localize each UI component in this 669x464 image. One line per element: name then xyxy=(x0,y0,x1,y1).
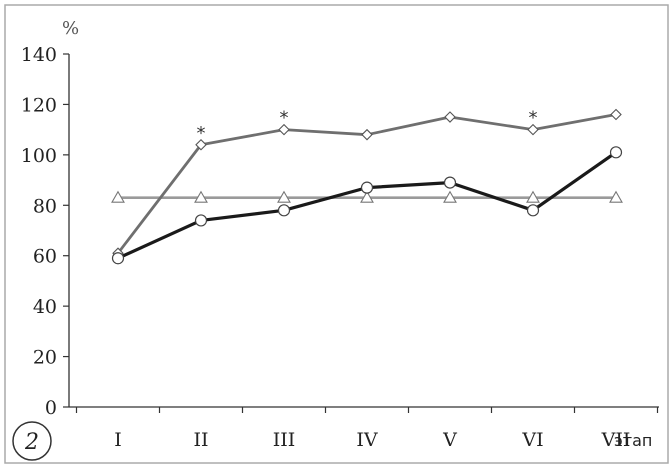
y-tick-label: 0 xyxy=(45,397,57,419)
data-point-triangle xyxy=(526,190,540,203)
y-tick-label: 120 xyxy=(21,94,57,116)
y-tick-label: 80 xyxy=(33,195,57,217)
significance-marker: * xyxy=(529,108,538,129)
data-point-circle xyxy=(194,214,208,227)
data-point-diamond xyxy=(610,108,622,121)
series-line-circle xyxy=(117,151,617,260)
y-tick-label: 100 xyxy=(21,145,57,167)
data-point-diamond xyxy=(278,123,290,136)
x-tick-label: II xyxy=(193,429,208,451)
data-point-triangle xyxy=(609,190,623,203)
data-point-diamond xyxy=(361,128,373,141)
y-unit-label: % xyxy=(62,18,79,39)
data-point-triangle xyxy=(277,190,291,203)
data-point-circle xyxy=(277,204,291,217)
data-point-circle xyxy=(609,146,623,159)
panel-label-circle xyxy=(12,421,52,461)
data-point-triangle xyxy=(194,190,208,203)
significance-marker: * xyxy=(280,108,289,129)
chart-frame xyxy=(4,4,669,464)
x-tick-label: VII xyxy=(601,429,631,451)
data-point-circle xyxy=(443,176,457,189)
annotation-layer: * * * xyxy=(197,108,538,144)
x-tick-label: VI xyxy=(521,429,543,451)
data-point-diamond xyxy=(444,111,456,123)
y-tick-label: 140 xyxy=(21,44,57,66)
x-axis-suffix-label: этап xyxy=(614,431,652,450)
data-point-circle xyxy=(360,181,374,194)
data-point-triangle xyxy=(443,190,457,203)
data-point-triangle xyxy=(111,190,125,203)
data-point-diamond xyxy=(527,123,539,136)
data-point-circle xyxy=(111,252,125,265)
x-tick-label: I xyxy=(114,429,122,451)
panel-label: 2 xyxy=(24,430,39,455)
y-tick-label: 40 xyxy=(33,296,57,318)
significance-marker: * xyxy=(197,123,206,144)
data-point-circle xyxy=(526,204,540,217)
x-tick-label: IV xyxy=(356,429,378,451)
data-point-diamond xyxy=(195,138,207,151)
data-point-triangle xyxy=(360,190,374,203)
series-layer xyxy=(111,108,623,265)
x-tick-label: V xyxy=(442,429,457,451)
y-tick-label: 60 xyxy=(33,246,57,268)
x-tick-label: III xyxy=(273,429,296,451)
y-tick-label: 20 xyxy=(33,347,57,369)
